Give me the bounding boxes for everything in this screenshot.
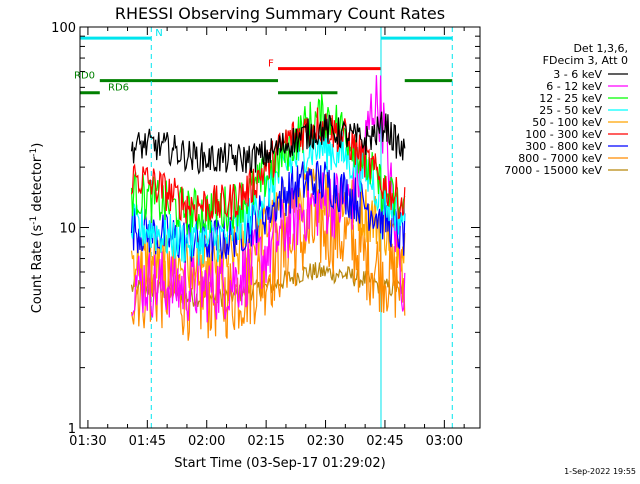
y-label-end: ) [30, 143, 45, 148]
legend-label-1: 6 - 12 keV [546, 80, 602, 93]
x-tick-label-3: 02:15 [247, 434, 284, 449]
y-label-sup1: -1 [29, 216, 39, 225]
x-tick-label-0: 01:30 [69, 434, 106, 449]
timestamp: 1-Sep-2022 19:55 [564, 467, 636, 476]
svg-text:Count Rate (s-1 detector-1): Count Rate (s-1 detector-1) [29, 143, 45, 314]
y-label-main: Count Rate (s [30, 225, 45, 314]
legend-label-7: 800 - 7000 keV [518, 152, 602, 165]
plot-area [130, 75, 406, 341]
y-label-rest: detector [30, 156, 45, 216]
flag-label-rd0: RD0 [74, 71, 95, 82]
series-line-0 [130, 111, 406, 175]
y-tick-label-1: 10 [59, 222, 76, 237]
y-tick-label-2: 100 [51, 21, 76, 36]
flag-label-n: N [155, 28, 162, 39]
legend-label-4: 50 - 100 keV [532, 116, 602, 129]
attenuator-flags: N F RD0 RD6 [74, 28, 453, 95]
series-line-2 [130, 93, 406, 235]
legend-label-6: 300 - 800 keV [525, 140, 602, 153]
flag-label-f: F [268, 59, 274, 70]
legend-header-1: FDecim 3, Att 0 [543, 54, 628, 67]
x-tick-label-6: 03:00 [426, 434, 463, 449]
legend-label-0: 3 - 6 keV [553, 68, 602, 81]
legend-label-5: 100 - 300 keV [525, 128, 602, 141]
chart-title: RHESSI Observing Summary Count Rates [115, 4, 445, 23]
x-tick-label-2: 02:00 [188, 434, 225, 449]
legend-label-3: 25 - 50 keV [539, 104, 602, 117]
x-tick-label-5: 02:45 [366, 434, 403, 449]
axes: 01:30 01:45 02:00 02:15 02:30 02:45 03:00 1 10 10… [51, 21, 481, 449]
y-label-sup2: -1 [29, 148, 39, 157]
series-line-3 [130, 124, 406, 266]
x-tick-label-4: 02:30 [307, 434, 344, 449]
y-tick-label-0: 1 [68, 422, 76, 437]
legend-label-2: 12 - 25 keV [539, 92, 602, 105]
x-tick-label-1: 01:45 [129, 434, 166, 449]
legend-header-0: Det 1,3,6, [573, 42, 628, 55]
flag-label-rd6: RD6 [108, 83, 129, 94]
y-axis-label: Count Rate (s-1 detector-1) [29, 143, 45, 314]
x-axis-label: Start Time (03-Sep-17 01:29:02) [174, 456, 385, 471]
legend-label-8: 7000 - 15000 keV [504, 164, 602, 177]
